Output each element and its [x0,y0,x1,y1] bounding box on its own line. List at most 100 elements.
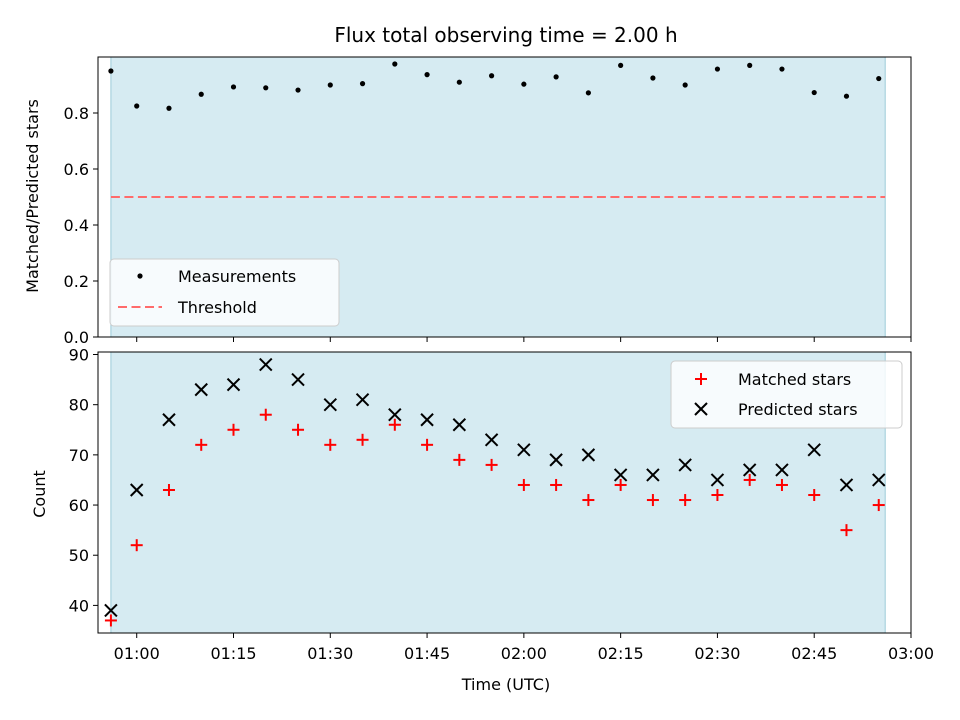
matched-star-point [356,433,369,446]
predicted-star-point [872,473,886,487]
matched-stars-points [104,408,885,627]
bottom-y-tick-label: 70 [69,446,89,465]
measurement-point [166,105,172,111]
matched-star-point [227,423,240,436]
measurement-point [585,90,591,96]
legend-measurements-marker [137,273,143,279]
measurement-point [230,84,237,90]
measurement-point [650,75,656,81]
top-y-tick-label: 0.2 [64,272,89,291]
predicted-star-point [839,478,854,492]
measurement-point [488,73,495,79]
matched-star-point [104,614,117,627]
legend-predicted-marker [694,402,708,416]
matched-star-point [259,408,272,421]
x-tick-label: 02:15 [598,644,644,663]
measurement-point [521,81,527,87]
predicted-star-point [291,372,305,387]
predicted-star-point [549,453,563,467]
bottom-panel: 40 50 60 70 80 90 01:00 01:15 01:30 01:45 02:00 02… [30,346,934,694]
matched-star-point [388,418,401,431]
top-panel: 0.00.20.40.60.8 Matched/Predicted stars … [23,56,912,347]
matched-star-point [517,478,530,491]
predicted-star-point [104,603,118,618]
predicted-star-point [130,483,144,497]
top-x-ticks [136,337,912,342]
matched-star-point [711,489,724,502]
x-tick-label: 02:30 [694,644,740,663]
measurement-point [618,62,624,68]
bottom-legend: Matched stars Predicted stars [670,360,903,429]
x-tick-label: 01:00 [114,644,160,663]
matched-star-point [421,438,434,451]
measurement-point [456,79,462,85]
bottom-y-tick-label: 90 [69,346,89,365]
matched-star-point [582,494,595,507]
predicted-star-point [581,448,596,462]
measurement-point [134,103,140,109]
x-tick-label: 02:00 [501,644,547,663]
legend-matched-label: Matched stars [738,370,851,389]
bottom-x-ticks: 01:00 01:15 01:30 01:45 02:00 02:15 02:30 02:45… [114,633,934,663]
measurement-point [747,62,753,68]
top-legend-box [109,258,340,327]
bottom-y-ticks: 40 50 60 70 80 90 [69,346,98,615]
x-tick-label: 03:00 [888,644,934,663]
measurement-point [295,87,301,93]
legend-predicted-label: Predicted stars [738,400,858,419]
predicted-star-point [775,463,789,477]
measurement-point [198,91,204,97]
bottom-y-axis-label: Count [30,470,49,518]
measurement-point [424,72,430,78]
predicted-star-point [323,397,337,412]
matched-star-point [775,478,788,491]
top-y-tick-label: 0.6 [64,160,89,179]
bottom-y-tick-label: 80 [69,396,89,415]
matched-star-point [324,438,337,451]
predicted-star-point [807,443,821,457]
bottom-legend-box [670,360,903,429]
top-legend: Measurements Threshold [109,258,340,327]
matched-star-point [614,478,627,491]
measurement-point [359,81,366,87]
predicted-star-point [742,463,757,477]
matched-star-point [743,473,756,486]
measurement-point [263,85,269,91]
predicted-star-point [226,377,241,392]
measurement-point [553,74,559,80]
matched-star-point [550,478,563,491]
measurement-point [843,93,850,99]
legend-measurements-label: Measurements [178,267,296,286]
predicted-star-point [678,458,692,472]
matched-star-point [162,483,175,496]
legend-threshold-label: Threshold [177,298,257,317]
predicted-stars-points [104,357,886,618]
x-axis-label: Time (UTC) [461,675,550,694]
x-tick-label: 02:45 [791,644,837,663]
measurement-point [392,61,398,67]
x-tick-label: 01:45 [404,644,450,663]
matched-star-point [195,438,208,451]
predicted-star-point [355,392,370,407]
measurement-point [682,82,688,88]
predicted-star-point [613,468,628,482]
top-y-ticks: 0.0 0.2 0.4 0.6 0.8 [64,104,98,347]
predicted-star-point [484,433,499,447]
measurement-point [108,68,114,74]
measurement-point [876,75,882,82]
top-y-tick-label: 0.4 [64,216,89,235]
matched-star-point [485,458,498,471]
bottom-axes-frame [97,351,912,634]
matched-star-point [130,539,143,552]
matched-star-point [840,524,853,537]
measurement-points [108,61,882,111]
top-y-tick-label: 0.0 [64,328,89,347]
bottom-y-tick-label: 40 [69,596,89,615]
predicted-star-point [162,413,176,427]
measurement-point [714,66,721,72]
matched-star-point [872,499,885,512]
x-tick-label: 01:30 [307,644,353,663]
matched-star-point [679,494,692,507]
top-axes-frame [97,56,912,338]
